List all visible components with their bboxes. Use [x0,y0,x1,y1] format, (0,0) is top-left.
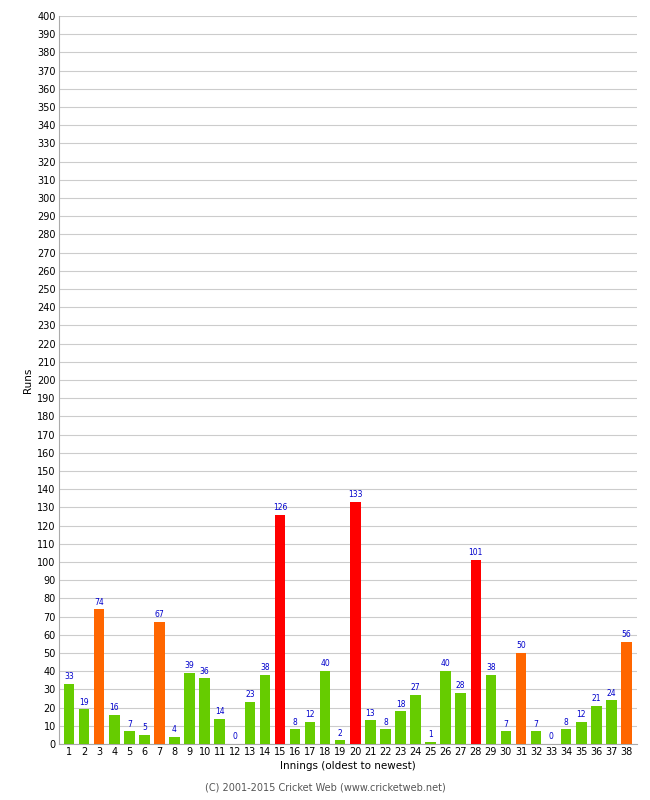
Bar [320,671,330,744]
Bar [456,693,466,744]
Text: 24: 24 [606,689,616,698]
Bar [139,735,150,744]
Bar [109,715,120,744]
Bar [561,730,571,744]
Text: 38: 38 [260,663,270,672]
Text: 27: 27 [411,683,421,692]
Text: 56: 56 [621,630,631,639]
Text: 19: 19 [79,698,89,706]
Text: 28: 28 [456,682,465,690]
Text: 7: 7 [504,719,508,729]
Text: 4: 4 [172,725,177,734]
Bar [185,673,195,744]
Text: 133: 133 [348,490,363,499]
Bar [500,731,511,744]
Bar [290,730,300,744]
Text: 14: 14 [215,706,224,716]
Text: 12: 12 [577,710,586,719]
Bar [335,740,346,744]
Text: 2: 2 [338,729,343,738]
Text: 12: 12 [306,710,315,719]
Bar [380,730,391,744]
Text: 1: 1 [428,730,433,739]
Text: 50: 50 [516,642,526,650]
Text: 126: 126 [273,503,287,512]
Bar [425,742,436,744]
Bar [169,737,180,744]
Bar [244,702,255,744]
Bar [350,502,361,744]
Bar [124,731,135,744]
Bar [94,610,105,744]
Text: 0: 0 [549,732,554,742]
Bar [441,671,451,744]
Text: 38: 38 [486,663,496,672]
Bar [621,642,632,744]
Text: 5: 5 [142,723,147,732]
Text: 8: 8 [564,718,569,726]
Bar [531,731,541,744]
Text: 0: 0 [232,732,237,742]
Bar [410,695,421,744]
Bar [606,700,617,744]
Text: 40: 40 [320,659,330,669]
Bar [275,514,285,744]
Bar [154,622,164,744]
Text: (C) 2001-2015 Cricket Web (www.cricketweb.net): (C) 2001-2015 Cricket Web (www.cricketwe… [205,782,445,792]
Bar [365,720,376,744]
Text: 39: 39 [185,662,194,670]
Bar [486,675,496,744]
Bar [259,675,270,744]
Text: 101: 101 [469,549,483,558]
Text: 21: 21 [592,694,601,703]
Text: 18: 18 [396,699,405,709]
Y-axis label: Runs: Runs [23,367,33,393]
Bar [200,678,210,744]
Bar [395,711,406,744]
Text: 7: 7 [534,719,538,729]
Text: 23: 23 [245,690,255,699]
Text: 33: 33 [64,672,74,682]
Text: 36: 36 [200,666,209,676]
Bar [79,710,90,744]
Text: 8: 8 [292,718,298,726]
Bar [214,718,225,744]
Text: 7: 7 [127,719,132,729]
Bar [305,722,315,744]
Text: 67: 67 [155,610,164,619]
Text: 74: 74 [94,598,104,606]
Bar [591,706,602,744]
X-axis label: Innings (oldest to newest): Innings (oldest to newest) [280,761,415,771]
Bar [576,722,586,744]
Text: 13: 13 [365,709,375,718]
Bar [515,653,526,744]
Text: 8: 8 [383,718,388,726]
Bar [471,560,481,744]
Text: 16: 16 [109,703,119,712]
Bar [64,684,74,744]
Text: 40: 40 [441,659,450,669]
